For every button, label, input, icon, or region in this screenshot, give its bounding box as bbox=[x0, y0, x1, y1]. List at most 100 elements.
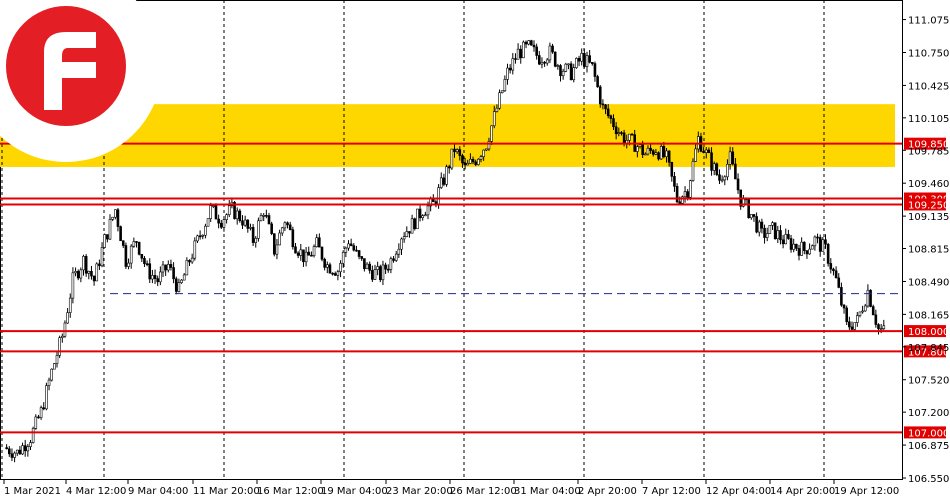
candle-body bbox=[339, 263, 342, 273]
candle-body bbox=[389, 258, 393, 270]
level-label: 109.250 bbox=[908, 200, 949, 211]
candle-body bbox=[392, 258, 395, 261]
candle-body bbox=[858, 311, 862, 316]
candle-body bbox=[461, 155, 464, 164]
candle-body bbox=[641, 144, 644, 155]
x-tick-label: 2 Apr 20:00 bbox=[578, 486, 637, 497]
candle-body bbox=[90, 270, 93, 277]
candle-body bbox=[386, 268, 390, 271]
y-tick-label: 107.845 bbox=[908, 343, 949, 354]
x-tick-label: 31 Mar 04:00 bbox=[514, 486, 581, 497]
candle-body bbox=[800, 241, 803, 256]
candle-body bbox=[84, 256, 88, 274]
candle-body bbox=[26, 446, 30, 452]
x-tick-label: 7 Apr 12:00 bbox=[642, 486, 701, 497]
candle-body bbox=[765, 233, 769, 238]
candlesticks bbox=[5, 39, 886, 463]
candle-body bbox=[657, 152, 660, 160]
candle-body bbox=[474, 161, 478, 165]
candle-body bbox=[659, 146, 663, 160]
candle-body bbox=[55, 355, 59, 364]
candle-body bbox=[877, 324, 880, 330]
candle-body bbox=[315, 237, 319, 247]
candle-body bbox=[336, 271, 340, 276]
candle-body bbox=[535, 46, 538, 56]
candle-body bbox=[593, 63, 597, 77]
candle-body bbox=[190, 257, 194, 263]
candle-body bbox=[426, 205, 430, 216]
level-label-box bbox=[904, 426, 946, 439]
candle-body bbox=[590, 61, 594, 64]
candle-body bbox=[818, 237, 822, 252]
candle-body bbox=[161, 264, 165, 273]
candle-body bbox=[736, 178, 740, 191]
candle-body bbox=[718, 174, 721, 181]
candle-body bbox=[156, 278, 159, 283]
candle-body bbox=[288, 224, 292, 231]
candle-body bbox=[477, 158, 480, 165]
candle-body bbox=[834, 270, 838, 279]
candle-body bbox=[704, 149, 708, 153]
candle-body bbox=[201, 234, 205, 237]
candle-body bbox=[257, 220, 260, 239]
candle-body bbox=[169, 264, 173, 268]
candle-body bbox=[487, 141, 491, 150]
candle-body bbox=[466, 163, 470, 166]
candle-body bbox=[543, 61, 546, 64]
candle-body bbox=[797, 248, 801, 256]
candle-body bbox=[164, 264, 167, 271]
candle-body bbox=[217, 218, 220, 224]
candle-body bbox=[153, 275, 157, 279]
candle-body bbox=[439, 177, 443, 188]
candle-body bbox=[469, 158, 472, 164]
candle-body bbox=[209, 205, 212, 219]
candle-body bbox=[357, 250, 361, 257]
candle-body bbox=[861, 310, 864, 313]
candle-body bbox=[58, 337, 61, 356]
candle-body bbox=[651, 150, 655, 155]
candle-body bbox=[227, 205, 231, 216]
brand-logo bbox=[0, 0, 162, 162]
candle-body bbox=[204, 225, 207, 236]
candle-body bbox=[151, 275, 154, 280]
candle-body bbox=[482, 149, 485, 157]
candle-body bbox=[556, 65, 560, 67]
candle-body bbox=[816, 236, 819, 239]
candle-body bbox=[402, 236, 406, 240]
candle-body bbox=[784, 234, 788, 245]
candle-body bbox=[649, 147, 652, 151]
candle-body bbox=[479, 156, 483, 160]
candle-body bbox=[182, 274, 186, 281]
candle-body bbox=[646, 147, 650, 155]
y-tick-label: 110.105 bbox=[908, 114, 949, 125]
candle-body bbox=[850, 326, 854, 330]
candle-body bbox=[863, 305, 867, 312]
level-label-box bbox=[904, 198, 946, 211]
candle-body bbox=[622, 132, 626, 145]
candle-body bbox=[98, 263, 101, 267]
candle-body bbox=[522, 41, 525, 59]
candle-body bbox=[585, 55, 589, 67]
candle-body bbox=[670, 161, 674, 177]
candle-body bbox=[612, 118, 615, 128]
candle-body bbox=[76, 271, 80, 279]
candle-body bbox=[50, 368, 54, 381]
candle-body bbox=[580, 52, 584, 62]
candle-body bbox=[630, 133, 634, 136]
candle-body bbox=[270, 223, 273, 234]
candle-body bbox=[601, 103, 605, 106]
candle-body bbox=[235, 210, 239, 220]
candle-body bbox=[779, 230, 782, 241]
level-label: 107.000 bbox=[908, 428, 949, 439]
candle-body bbox=[715, 163, 719, 176]
candle-body bbox=[246, 219, 250, 229]
candle-body bbox=[548, 45, 552, 61]
candle-body bbox=[813, 236, 817, 247]
candle-body bbox=[776, 230, 780, 240]
candle-body bbox=[307, 251, 311, 256]
candle-body bbox=[840, 287, 843, 306]
candle-body bbox=[598, 86, 602, 105]
candle-body bbox=[320, 246, 324, 260]
candle-body bbox=[286, 222, 289, 226]
candle-body bbox=[233, 201, 236, 220]
